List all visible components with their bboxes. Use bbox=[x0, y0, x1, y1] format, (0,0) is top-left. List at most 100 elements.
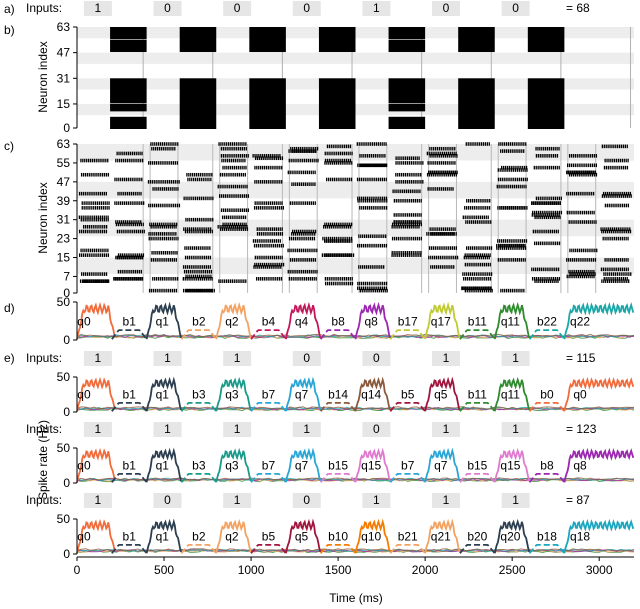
rate-curve-label: b5 bbox=[262, 530, 276, 544]
raster-block bbox=[110, 116, 147, 129]
input-bit-box bbox=[501, 422, 530, 437]
y-tick-label: 39 bbox=[57, 194, 71, 208]
raster-block bbox=[388, 103, 426, 112]
raster-block bbox=[179, 78, 217, 129]
y-tick-label: 0 bbox=[63, 121, 70, 135]
rate-curve bbox=[285, 301, 322, 340]
rate-curve bbox=[111, 544, 147, 554]
rate-curve bbox=[354, 518, 391, 554]
rate-curve bbox=[459, 329, 496, 340]
input-bit: 0 bbox=[303, 351, 310, 365]
rate-curve bbox=[180, 402, 217, 412]
rate-curve-label: q15 bbox=[500, 459, 520, 473]
rate-curve-label: q7 bbox=[434, 459, 448, 473]
rate-curve-label: q1 bbox=[156, 315, 170, 329]
rate-curve bbox=[424, 518, 461, 554]
rate-curve bbox=[528, 473, 565, 483]
input-result: = 123 bbox=[566, 422, 597, 436]
rate-curve bbox=[76, 447, 116, 483]
input-bit: 1 bbox=[443, 351, 450, 365]
rate-panels: q0 b1 q1 b2 q2 b4 q4 b8 q8 b17 q17 b11 q11 b22 q22050q… bbox=[57, 295, 635, 561]
rate-curve bbox=[563, 518, 635, 554]
rate-curve bbox=[389, 544, 426, 554]
rate-curve bbox=[111, 329, 148, 340]
rate-curve-label: q2 bbox=[225, 530, 239, 544]
rate-curve-label: q5 bbox=[434, 388, 448, 402]
input-bit: 0 bbox=[164, 493, 171, 507]
input-bit-box bbox=[292, 493, 321, 508]
rate-curve-label: b8 bbox=[540, 459, 554, 473]
rate-curve-label: b1 bbox=[123, 315, 137, 329]
input-bit: 1 bbox=[95, 1, 102, 15]
rate-curve bbox=[285, 518, 322, 554]
input-bit: 1 bbox=[373, 1, 380, 15]
rate-curve bbox=[180, 329, 217, 340]
input-bit: 0 bbox=[234, 1, 241, 15]
raster-block bbox=[388, 78, 426, 104]
y-tick-label: 15 bbox=[57, 251, 71, 265]
input-bit-box bbox=[362, 422, 391, 437]
rate-curve-label: q21 bbox=[431, 530, 451, 544]
rate-curve bbox=[250, 329, 287, 340]
raster-block bbox=[458, 78, 495, 129]
input-bit-box bbox=[501, 1, 530, 16]
inputs-label: Inputs: bbox=[26, 351, 62, 365]
rate-curve bbox=[354, 447, 391, 483]
raster-block bbox=[249, 78, 286, 129]
raster-block bbox=[249, 27, 286, 53]
input-result: = 87 bbox=[566, 493, 590, 507]
panel-label-c: c) bbox=[4, 139, 14, 153]
raster-block bbox=[110, 103, 147, 112]
y-tick-label: 63 bbox=[57, 137, 71, 151]
rate-curve-label: b1 bbox=[123, 530, 137, 544]
input-rows: Inputs: 1 0 0 0 1 0 0 = 68 Inputs: 1 1 1 0 0 1 1 = 115 Inp… bbox=[26, 1, 597, 508]
y-tick-label: 0 bbox=[63, 405, 70, 419]
rate-curve bbox=[215, 518, 252, 554]
rate-curve-label: q4 bbox=[295, 315, 309, 329]
raster-panel-b: 0 15 31 47 63 bbox=[57, 20, 634, 135]
input-bit: 0 bbox=[512, 1, 519, 15]
y-tick-label: 47 bbox=[57, 175, 71, 189]
rate-curve-label: q7 bbox=[295, 459, 309, 473]
rate-curve-label: b18 bbox=[537, 530, 557, 544]
inputs-label: Inputs: bbox=[26, 493, 62, 507]
rate-curve bbox=[459, 473, 496, 483]
input-bit-box bbox=[153, 422, 182, 437]
x-tick-label: 1500 bbox=[325, 563, 352, 577]
rate-curve-label: q0 bbox=[573, 388, 587, 402]
rate-curve-label: q11 bbox=[501, 388, 520, 402]
input-bit-box bbox=[83, 493, 112, 508]
input-bit: 0 bbox=[164, 1, 171, 15]
panel-label-a: a) bbox=[4, 2, 15, 16]
rate-curve-label: q5 bbox=[295, 530, 309, 544]
rate-curve-label: b20 bbox=[467, 530, 487, 544]
rate-curve-label: b14 bbox=[328, 388, 348, 402]
rate-curve-label: q7 bbox=[295, 388, 309, 402]
x-axis-label: Time (ms) bbox=[329, 591, 383, 605]
y-tick-label: 50 bbox=[57, 512, 71, 526]
rate-panel: q0 b1 q1 b3 q3 b7 q7 b15 q15 b7 q7 b15 q15 b8 q8 0 50 bbox=[57, 441, 635, 490]
input-bit: 1 bbox=[373, 493, 380, 507]
rate-curve bbox=[76, 376, 116, 412]
rate-curve-label: q17 bbox=[431, 315, 451, 329]
y-tick-label: 31 bbox=[57, 71, 71, 85]
rate-curve-label: b7 bbox=[401, 459, 415, 473]
time-axis: 0 500 1000 1500 2000 2500 3000 bbox=[74, 556, 634, 577]
background-band bbox=[77, 144, 634, 161]
background-band bbox=[77, 181, 634, 199]
rate-curve bbox=[354, 376, 391, 412]
rate-curve bbox=[389, 402, 426, 412]
x-tick-label: 1000 bbox=[238, 563, 265, 577]
raster-block bbox=[110, 27, 147, 40]
inputs-label: Inputs: bbox=[26, 422, 62, 436]
raster-block bbox=[110, 78, 147, 104]
panel-label-b: b) bbox=[4, 23, 15, 37]
y-tick-label: 47 bbox=[57, 46, 71, 60]
rate-curve-label: q2 bbox=[225, 315, 239, 329]
input-bit-box bbox=[292, 351, 321, 366]
input-bit-box bbox=[501, 351, 530, 366]
rate-curve bbox=[111, 473, 147, 483]
raster-block bbox=[527, 27, 565, 53]
rate-curve-label: b3 bbox=[192, 388, 206, 402]
